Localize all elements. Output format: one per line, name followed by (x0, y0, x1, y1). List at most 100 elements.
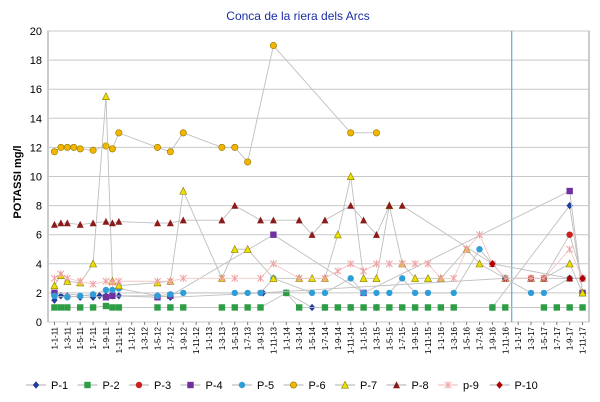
data-point (424, 260, 432, 268)
x-tick-label: 1-3-15 (372, 326, 381, 350)
x-tick-label: 1-5-17 (540, 326, 549, 350)
data-point (359, 273, 368, 282)
legend-label: P-3 (154, 380, 171, 392)
data-point (96, 292, 103, 300)
legend-marker (238, 381, 246, 389)
data-point (102, 302, 110, 310)
data-point (566, 304, 573, 311)
x-tick-label: 1-3-16 (450, 326, 459, 350)
x-tick-label: 1-11-17 (579, 326, 588, 354)
data-point (64, 304, 71, 311)
data-point (218, 274, 226, 283)
data-point (109, 286, 116, 294)
data-point (385, 201, 393, 209)
legend-item-p-5[interactable]: P-5 (232, 380, 274, 392)
legend-label: p-9 (463, 380, 479, 392)
legend-marker (135, 381, 143, 389)
legend-item-p-9[interactable]: p-9 (438, 380, 479, 392)
data-point (166, 148, 174, 156)
x-tick-label: 1-3-17 (527, 326, 536, 350)
legend-marker (341, 380, 349, 389)
data-point (437, 274, 445, 283)
legend-marker (32, 381, 40, 389)
x-tick-label: 1-11-11 (115, 326, 124, 353)
data-point (269, 42, 277, 50)
data-point (115, 304, 123, 311)
data-point (295, 216, 303, 224)
data-point (218, 304, 226, 311)
data-point (424, 304, 432, 311)
data-point (540, 304, 548, 311)
data-point (347, 201, 355, 209)
legend-item-p-4[interactable]: P-4 (180, 380, 223, 392)
data-point (179, 186, 188, 195)
y-tick-label: 12 (30, 142, 42, 154)
data-point (244, 304, 251, 311)
data-point (244, 158, 252, 166)
x-tick-label: 1-5-16 (463, 326, 472, 350)
data-point (360, 267, 368, 275)
data-point (231, 143, 239, 151)
data-point (321, 304, 329, 311)
data-point (579, 274, 586, 283)
data-point (489, 260, 496, 268)
data-point (476, 246, 483, 253)
legend-item-p-3[interactable]: P-3 (129, 380, 171, 392)
series-p-9 (50, 231, 587, 288)
data-point (360, 216, 368, 224)
data-point (321, 289, 329, 297)
data-point (372, 260, 381, 268)
data-point (114, 281, 123, 290)
legend-label: P-2 (103, 380, 120, 392)
data-point (437, 304, 445, 311)
data-point (57, 143, 65, 151)
data-point (257, 304, 264, 311)
legend-item-p-8[interactable]: P-8 (386, 380, 429, 392)
data-point (63, 143, 71, 151)
data-point (102, 294, 110, 301)
legend-label: P-1 (51, 380, 68, 392)
data-point (553, 304, 560, 311)
data-point (57, 292, 65, 300)
series-p-6 (50, 42, 380, 166)
series-p-5 (51, 246, 586, 301)
data-point (398, 201, 406, 209)
data-point (269, 273, 278, 282)
data-point (347, 275, 354, 282)
data-point (89, 291, 97, 298)
data-point (63, 274, 71, 283)
legend-marker (289, 381, 297, 389)
x-tick-label: 1-11-13 (269, 326, 278, 354)
data-point (166, 277, 174, 285)
x-tick-label: 1-7-15 (398, 326, 407, 350)
x-tick-label: 1-11-12 (192, 326, 201, 354)
legend-marker (393, 381, 400, 389)
data-point (50, 274, 58, 283)
x-tick-label: 1-7-11 (89, 326, 98, 349)
legend[interactable]: P-1 P-2 P-3 P-4 P-5 P-6 P-7 P-8 p-9 P-10 (26, 380, 538, 392)
data-point (360, 304, 367, 311)
x-tick-label: 1-5-15 (385, 326, 394, 350)
data-point (51, 304, 58, 311)
legend-item-p-1[interactable]: P-1 (26, 380, 68, 392)
data-point (218, 143, 226, 151)
data-point (566, 231, 573, 238)
x-tick-label: 1-1-12 (128, 326, 137, 350)
legend-item-p-7[interactable]: P-7 (335, 380, 377, 392)
legend-item-p-2[interactable]: P-2 (77, 380, 120, 392)
data-point (399, 304, 406, 311)
data-point (373, 304, 380, 311)
x-tick-label: 1-1-17 (514, 326, 523, 350)
data-point (360, 289, 367, 297)
data-point (333, 230, 342, 239)
x-tick-label: 1-3-14 (295, 326, 304, 350)
y-tick-label: 6 (36, 230, 42, 242)
legend-item-p-6[interactable]: P-6 (283, 380, 326, 392)
data-point (295, 274, 303, 283)
data-point (450, 274, 458, 283)
legend-item-p-10[interactable]: P-10 (489, 380, 538, 392)
legend-label: P-8 (412, 380, 429, 392)
data-point (153, 277, 162, 285)
data-point (166, 219, 174, 227)
data-point (77, 304, 84, 311)
